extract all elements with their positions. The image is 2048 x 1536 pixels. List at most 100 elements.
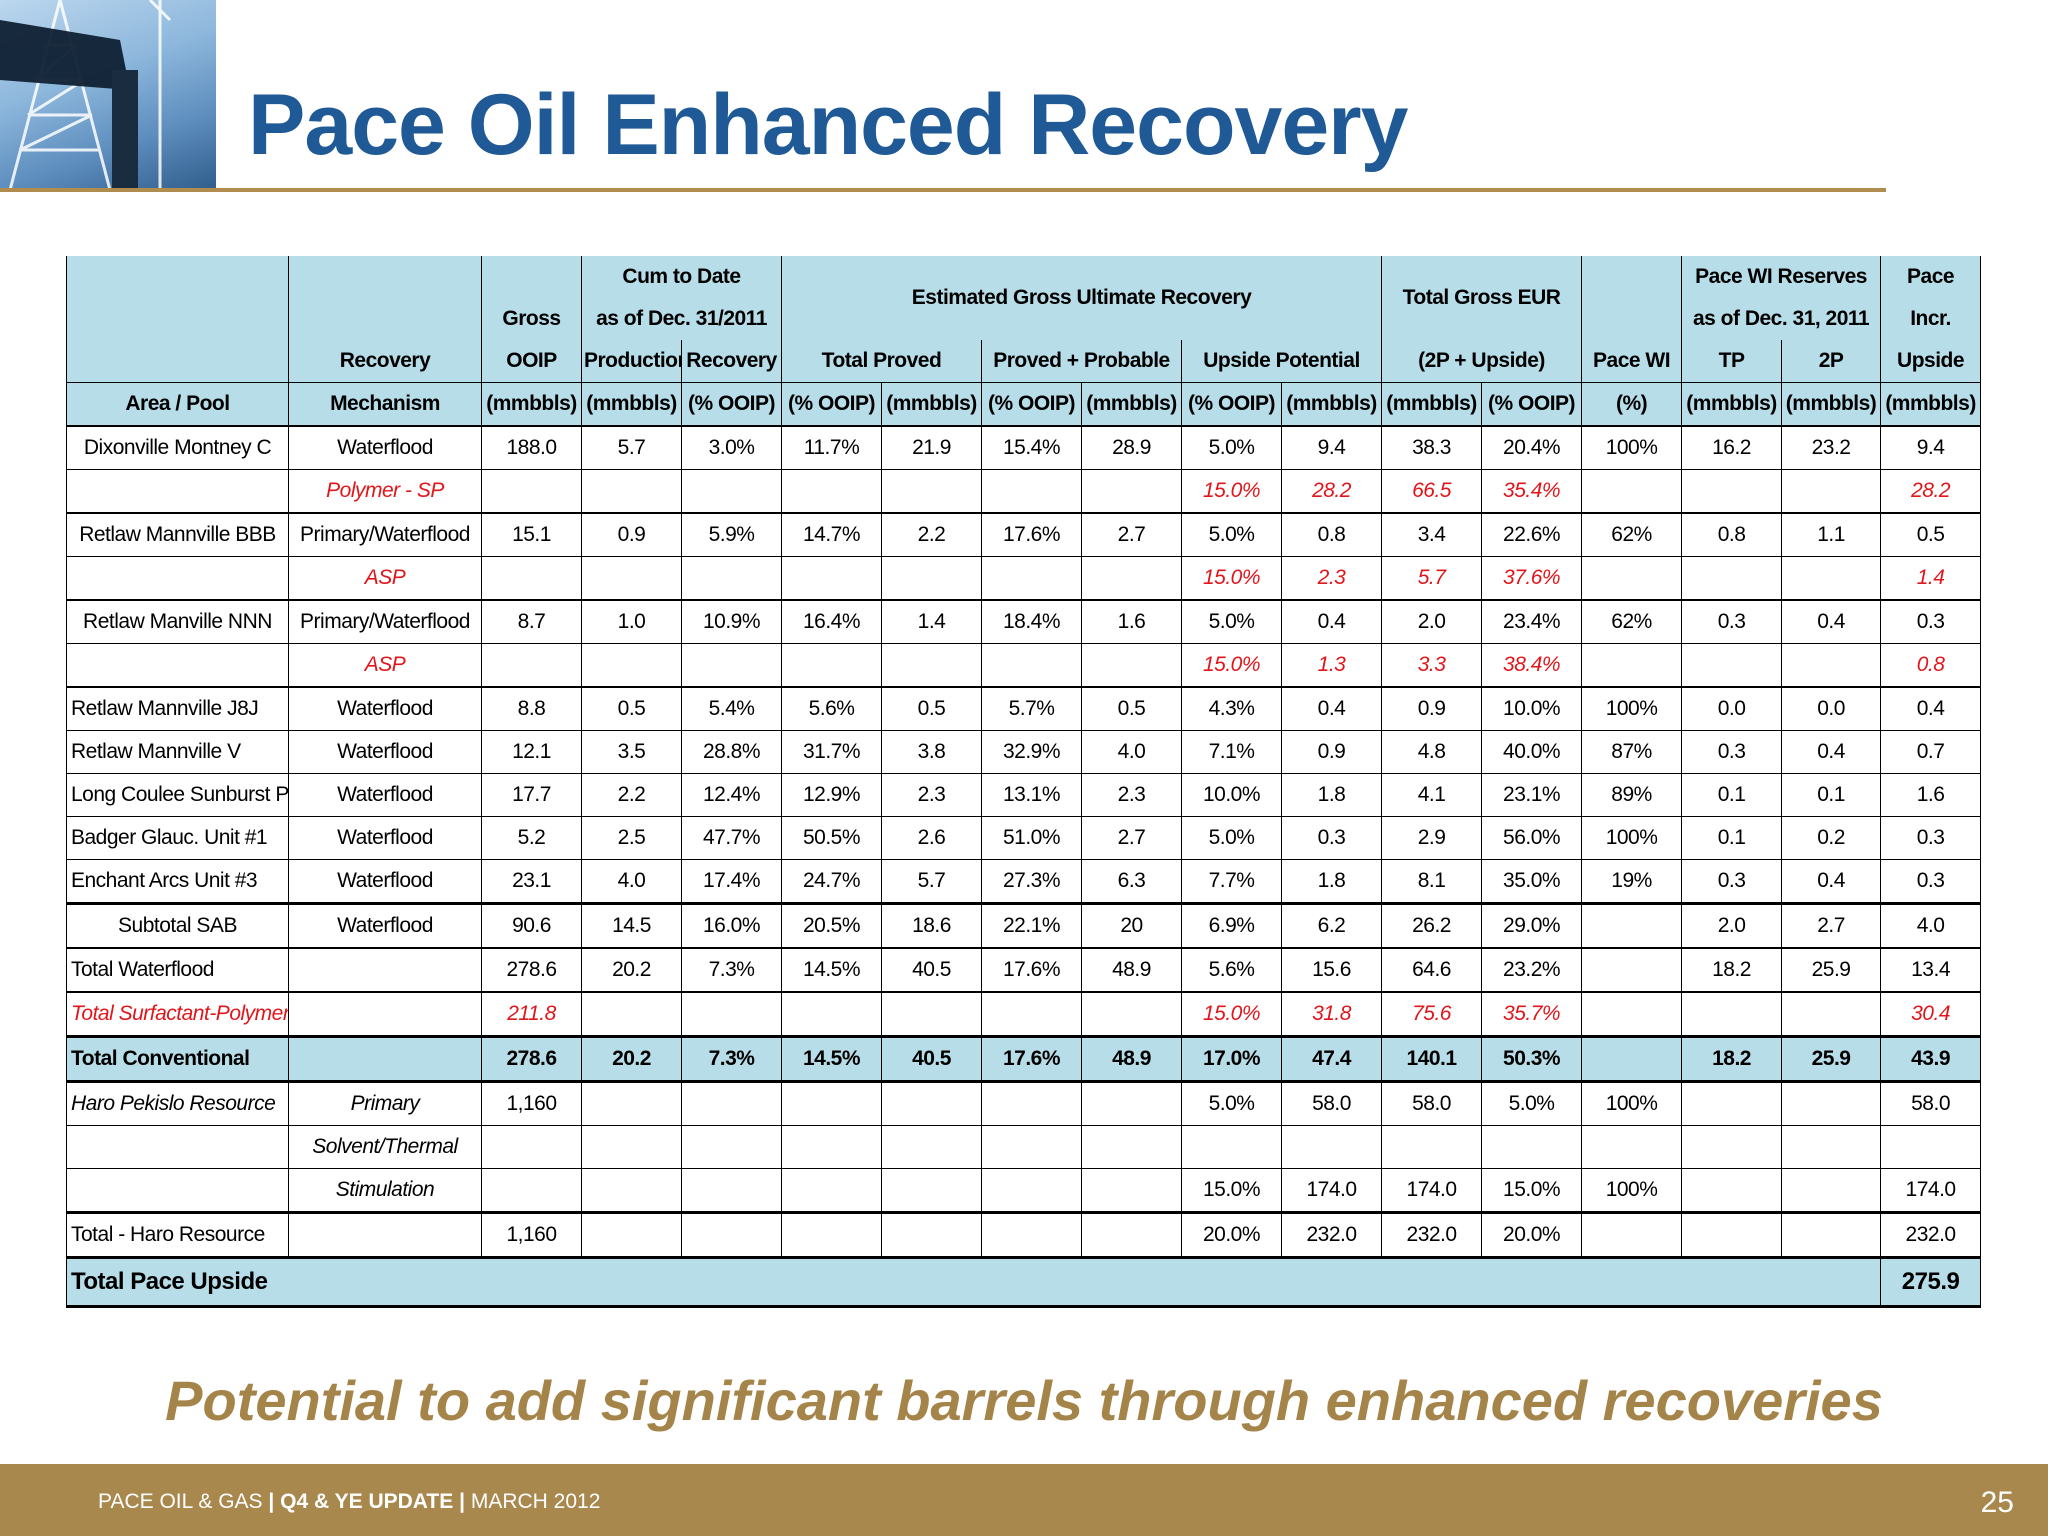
cell-value: 5.0%	[1181, 816, 1282, 860]
cell-value	[681, 991, 782, 1037]
header-incr: Incr.	[1880, 298, 1982, 340]
header-as-of-dec-2011: as of Dec. 31/2011	[581, 298, 782, 340]
cell-value	[881, 1125, 982, 1169]
cell-area-pool: Total Waterflood	[66, 947, 289, 993]
header-pace-wi-reserves: Pace WI Reserves	[1681, 256, 1882, 298]
cell-value: 0.3	[1880, 599, 1982, 644]
cell-value: 27.3%	[981, 859, 1082, 904]
table-row: ASP 15.0% 1.3 3.3 38.4% 0.8	[66, 643, 1982, 688]
cell-value: 56.0%	[1481, 816, 1583, 860]
cell-value: 18.6	[881, 902, 982, 949]
cell-value: 30.4	[1880, 991, 1982, 1037]
cell-area-pool	[66, 469, 289, 514]
cell-value	[1781, 1211, 1882, 1258]
header-unit: (%)	[1581, 382, 1683, 427]
cell-value	[781, 1211, 882, 1258]
cell-value: 5.6%	[781, 686, 882, 731]
cell-mechanism: Primary	[288, 1081, 482, 1126]
table-row: Polymer - SP 15.0% 28.2 66.5 35.4% 28.2	[66, 469, 1982, 514]
cell-value: 1,160	[481, 1081, 582, 1126]
header-total-gross-eur: Total Gross EUR	[1381, 256, 1583, 340]
cell-value: 12.9%	[781, 773, 882, 817]
cell-value	[1681, 1211, 1783, 1258]
cell-value: 0.0	[1681, 686, 1783, 731]
cell-value: 6.3	[1081, 859, 1182, 904]
cell-value	[1781, 643, 1882, 688]
cell-value: 5.7	[1381, 556, 1483, 601]
cell-value: 0.4	[1280, 686, 1383, 731]
cell-mechanism	[288, 947, 482, 993]
cell-mechanism: Primary/Waterflood	[288, 512, 482, 557]
header-unit: (mmbbls)	[881, 382, 982, 427]
cell-value: 12.4%	[681, 773, 782, 817]
cell-value: 10.0%	[1181, 773, 1282, 817]
cell-value: 40.5	[881, 947, 982, 993]
table-row: Total Conventional 278.6 20.2 7.3% 14.5% 40.5…	[66, 1035, 1982, 1083]
cell-value: 20	[1081, 902, 1182, 949]
cell-value: 0.5	[881, 686, 982, 731]
cell-area-pool: Total Surfactant-Polymer	[66, 991, 289, 1037]
cell-value: 2.2	[581, 773, 682, 817]
cell-value: 17.7	[481, 773, 582, 817]
cell-value: 0.2	[1781, 816, 1882, 860]
cell-value: 232.0	[1280, 1211, 1383, 1258]
cell-value: 2.3	[881, 773, 982, 817]
header-gross: Gross	[481, 298, 582, 340]
cell-value: 19%	[1581, 859, 1683, 904]
cell-value: 3.8	[881, 730, 982, 774]
total-pace-upside-row: Total Pace Upside 275.9	[65, 1256, 1982, 1308]
cell-value: 0.1	[1781, 773, 1882, 817]
cell-value: 28.2	[1280, 469, 1383, 514]
cell-value: 6.9%	[1181, 902, 1282, 949]
cell-value: 0.9	[1280, 730, 1383, 774]
cell-value: 17.6%	[981, 947, 1082, 993]
cell-value	[1781, 1125, 1882, 1169]
cell-value: 89%	[1581, 773, 1683, 817]
cell-value	[1681, 556, 1783, 601]
cell-value	[781, 1125, 882, 1169]
cell-value: 2.2	[881, 512, 982, 557]
cell-value: 66.5	[1381, 469, 1483, 514]
cell-value: 5.6%	[1181, 947, 1282, 993]
cell-mechanism: Waterflood	[288, 902, 482, 949]
cell-value	[581, 1081, 682, 1126]
header-tp: TP	[1681, 340, 1783, 383]
cell-value: 232.0	[1880, 1211, 1982, 1258]
cell-value	[1781, 469, 1882, 514]
page-number: 25	[1980, 1486, 2014, 1519]
cell-value	[1781, 556, 1882, 601]
cell-value: 1.8	[1280, 859, 1383, 904]
cell-value: 15.0%	[1181, 469, 1282, 514]
cell-value: 2.5	[581, 816, 682, 860]
cell-value	[581, 1168, 682, 1213]
cell-value	[681, 1125, 782, 1169]
cell-value: 25.9	[1781, 947, 1882, 993]
cell-mechanism: Stimulation	[288, 1168, 482, 1213]
cell-value: 15.4%	[981, 425, 1082, 470]
table-row: Retlaw Mannville V Waterflood 12.1 3.5 28.8%…	[66, 730, 1982, 774]
cell-value	[1681, 469, 1783, 514]
cell-mechanism	[288, 1211, 482, 1258]
cell-value	[881, 1211, 982, 1258]
cell-value	[1781, 1168, 1882, 1213]
cell-value	[681, 1211, 782, 1258]
footer-separator: |	[459, 1490, 465, 1513]
cell-value: 2.9	[1381, 816, 1483, 860]
footer-company: PACE OIL & GAS	[98, 1490, 263, 1513]
cell-value: 5.0%	[1181, 425, 1282, 470]
footer-text: PACE OIL & GAS | Q4 & YE UPDATE | MARCH …	[98, 1490, 600, 1514]
cell-value: 0.5	[1880, 512, 1982, 557]
cell-value: 35.7%	[1481, 991, 1583, 1037]
cell-area-pool: Long Coulee Sunburst P	[66, 773, 289, 817]
table-row: Badger Glauc. Unit #1 Waterflood 5.2 2.5 47.…	[66, 816, 1982, 860]
cell-value: 24.7%	[781, 859, 882, 904]
cell-value: 3.3	[1381, 643, 1483, 688]
cell-value: 232.0	[1381, 1211, 1483, 1258]
header-unit: (mmbbls)	[1781, 382, 1882, 427]
cell-value: 3.5	[581, 730, 682, 774]
cell-value	[1181, 1125, 1282, 1169]
cell-value: 7.3%	[681, 947, 782, 993]
cell-value	[1081, 643, 1182, 688]
cell-mechanism: Waterflood	[288, 773, 482, 817]
cell-value: 14.7%	[781, 512, 882, 557]
